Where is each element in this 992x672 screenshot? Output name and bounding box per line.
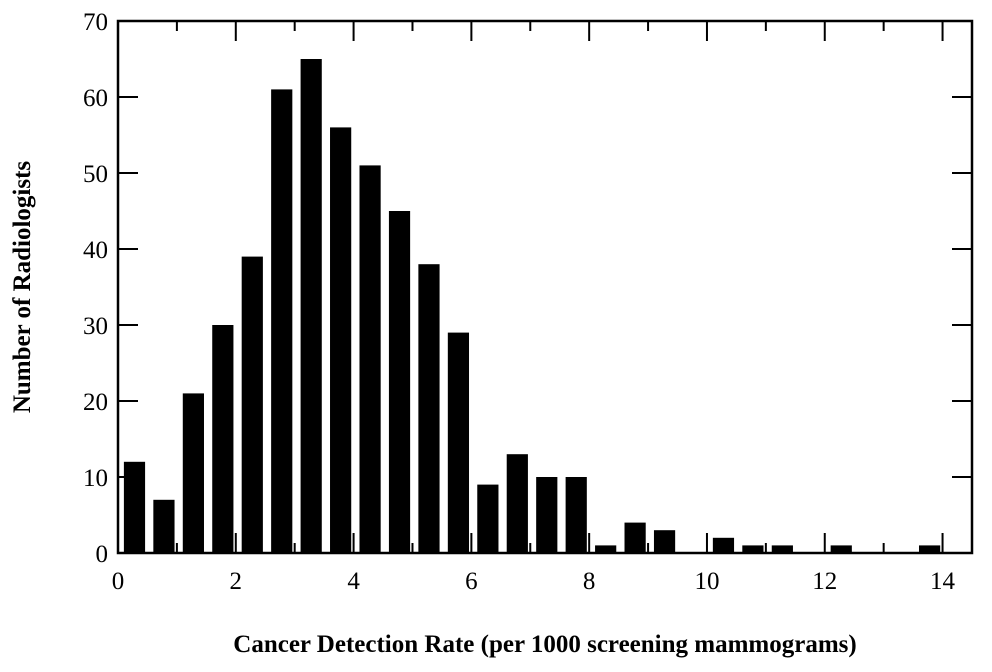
y-tick-label: 50 (83, 161, 108, 188)
bar (300, 59, 322, 553)
x-tick-label: 10 (694, 568, 719, 595)
bar (212, 325, 234, 553)
bar (359, 165, 381, 553)
y-tick-label: 30 (83, 313, 108, 340)
x-tick-label: 4 (347, 568, 360, 595)
bar (506, 454, 528, 553)
ticks-group: 0 2 4 6 8 10 12 14 0 10 20 30 40 50 60 70 (83, 9, 972, 595)
y-tick-label: 0 (96, 541, 109, 568)
x-tick-label: 6 (465, 568, 478, 595)
bar (595, 545, 617, 553)
y-tick-label: 40 (83, 237, 108, 264)
bar (565, 477, 587, 553)
bar (271, 89, 293, 554)
x-tick-label: 8 (583, 568, 596, 595)
x-tick-label: 14 (930, 568, 956, 595)
bar (418, 264, 440, 553)
x-tick-label: 12 (812, 568, 837, 595)
bars-group (123, 59, 941, 554)
plot-frame (116, 19, 974, 555)
y-axis-title: Number of Radiologists (9, 161, 36, 414)
bar (830, 545, 852, 553)
bar (624, 522, 646, 553)
bar (447, 332, 470, 553)
bar (477, 484, 499, 553)
bar (536, 477, 558, 553)
y-tick-label: 60 (83, 85, 108, 112)
bar (742, 545, 764, 553)
y-tick-label: 10 (83, 465, 108, 492)
y-tick-label: 20 (83, 389, 108, 416)
x-tick-label: 2 (230, 568, 243, 595)
bar (123, 461, 146, 553)
bar (330, 127, 352, 554)
bar (153, 499, 175, 553)
x-tick-label: 0 (112, 568, 125, 595)
y-tick-label: 70 (83, 9, 108, 36)
bar (653, 530, 676, 553)
bar (241, 256, 263, 553)
bar (182, 393, 204, 553)
bar (918, 545, 941, 553)
bar (771, 545, 793, 553)
bar (388, 211, 411, 553)
bar (712, 537, 735, 553)
x-axis-title: Cancer Detection Rate (per 1000 screenin… (233, 631, 856, 658)
